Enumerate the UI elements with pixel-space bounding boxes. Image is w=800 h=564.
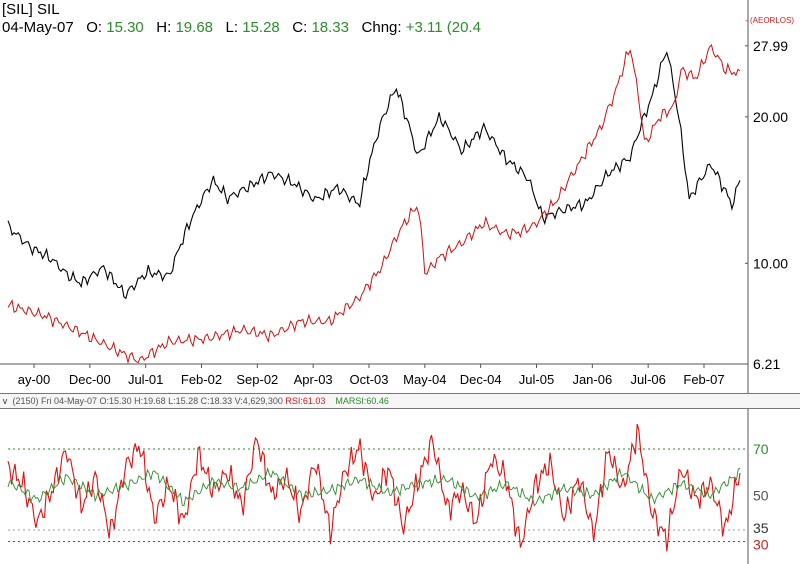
x-tick-label: Jul-06 <box>630 372 665 387</box>
x-tick-label: Apr-03 <box>294 372 333 387</box>
series-line-marsi <box>7 466 741 507</box>
price-tick-label: 27.99 <box>753 38 788 54</box>
x-tick-label: May-04 <box>403 372 446 387</box>
series-line-aeorlos <box>7 44 741 365</box>
rsi-tick-label: 70 <box>753 441 769 457</box>
change-value: +3.11 (20.4 <box>405 19 481 36</box>
low-label: L: <box>225 19 239 36</box>
rsi-tick-label: 50 <box>753 487 769 503</box>
rsi-tick-label: 30 <box>753 537 769 553</box>
info-bar-marsi: MARSI:60.46 <box>335 396 389 406</box>
price-tick-label: 10.00 <box>753 255 788 271</box>
price-tick-label: 20.00 <box>753 109 788 125</box>
high-value: 19.68 <box>175 19 214 36</box>
x-tick-label: Feb-07 <box>683 372 724 387</box>
quote-date: 04-May-07 <box>2 19 74 36</box>
x-tick-label: Dec-00 <box>69 372 111 387</box>
x-tick-label: Jul-01 <box>128 372 163 387</box>
comparison-legend: - (AEORLOS) <box>745 16 794 25</box>
change-label: Chng: <box>361 19 402 36</box>
x-tick-label: Feb-02 <box>181 372 222 387</box>
low-value: 15.28 <box>242 19 280 36</box>
price-tick-label: 6.21 <box>753 356 780 372</box>
high-label: H: <box>156 19 172 36</box>
open-value: 15.30 <box>106 19 144 36</box>
x-tick-label: Dec-04 <box>460 372 502 387</box>
x-tick-label: Jul-05 <box>519 372 554 387</box>
quote-line: 04-May-07 O: 15.30 H: 19.68 L: 15.28 C: … <box>2 19 481 36</box>
chart-title: [SIL] SIL <box>2 1 60 18</box>
pane-toggle-button[interactable]: v <box>2 396 8 406</box>
series-line-rsi <box>7 423 741 552</box>
indicator-info-bar: v (2150) Fri 04-May-07 O:15.30 H:19.68 L… <box>0 393 800 409</box>
x-tick-label: Oct-03 <box>349 372 388 387</box>
price-pane: 27.99 20.00 10.00 6.21 ay-00 Dec-00 Jul-01 Feb-… <box>7 38 788 387</box>
info-bar-quote: (2150) Fri 04-May-07 O:15.30 H:19.68 L:1… <box>12 396 286 406</box>
series-line-sil <box>7 51 741 300</box>
x-tick-label: Sep-02 <box>236 372 278 387</box>
close-label: C: <box>292 19 308 36</box>
x-tick-label: Jan-06 <box>572 372 612 387</box>
info-bar-rsi: RSI:61.03 <box>285 396 326 406</box>
close-value: 18.33 <box>311 19 349 36</box>
x-tick-label: ay-00 <box>18 372 51 387</box>
open-label: O: <box>86 19 103 36</box>
rsi-tick-label: 35 <box>753 520 769 536</box>
